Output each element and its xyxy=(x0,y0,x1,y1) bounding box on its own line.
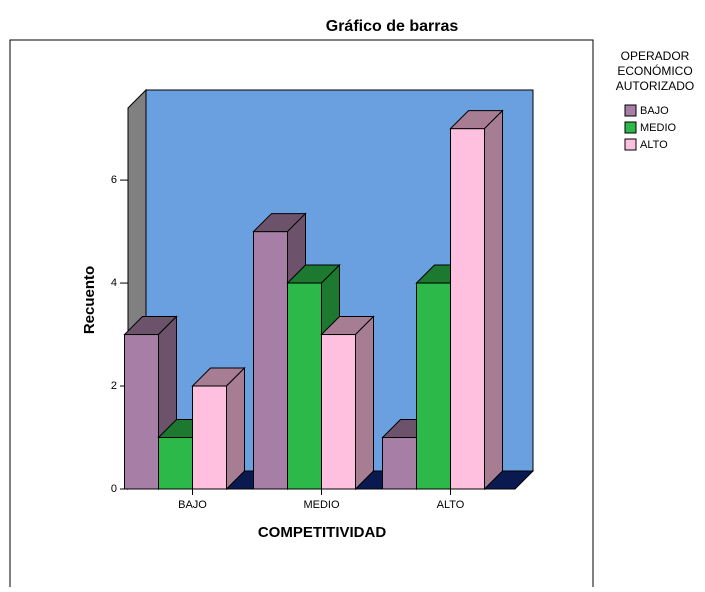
bar-side xyxy=(355,315,374,491)
bar xyxy=(382,437,417,490)
bar-side xyxy=(484,109,503,491)
legend-label: ALTO xyxy=(640,139,668,151)
y-tick-label: 6 xyxy=(111,174,117,186)
legend-swatch xyxy=(624,121,637,134)
legend-swatch xyxy=(624,138,637,151)
x-tick-label: MEDIO xyxy=(303,499,340,511)
bar xyxy=(124,334,159,490)
bar xyxy=(321,334,356,490)
y-tick-label: 0 xyxy=(111,483,117,495)
legend-label: MEDIO xyxy=(640,122,677,134)
bar xyxy=(416,282,451,490)
y-tick-label: 4 xyxy=(111,277,117,289)
bar-side xyxy=(226,366,245,491)
plot-frame xyxy=(9,39,594,592)
chart-title: Gráfico de barras xyxy=(326,18,459,35)
bar xyxy=(192,385,227,490)
bar xyxy=(287,282,322,490)
bar xyxy=(450,128,485,490)
legend-title: ECONÓMICO xyxy=(617,63,692,78)
legend-title: AUTORIZADO xyxy=(616,79,694,93)
x-axis-title: COMPETITIVIDAD xyxy=(258,524,387,541)
legend-title: OPERADOR xyxy=(621,49,690,63)
legend-swatch xyxy=(624,104,637,117)
bar xyxy=(158,437,193,490)
x-tick-label: ALTO xyxy=(437,499,465,511)
y-tick-label: 2 xyxy=(111,380,117,392)
x-tick-label: BAJO xyxy=(178,499,207,511)
y-axis-title: Recuento xyxy=(81,266,98,334)
bar xyxy=(253,231,288,490)
legend-label: BAJO xyxy=(640,105,669,117)
